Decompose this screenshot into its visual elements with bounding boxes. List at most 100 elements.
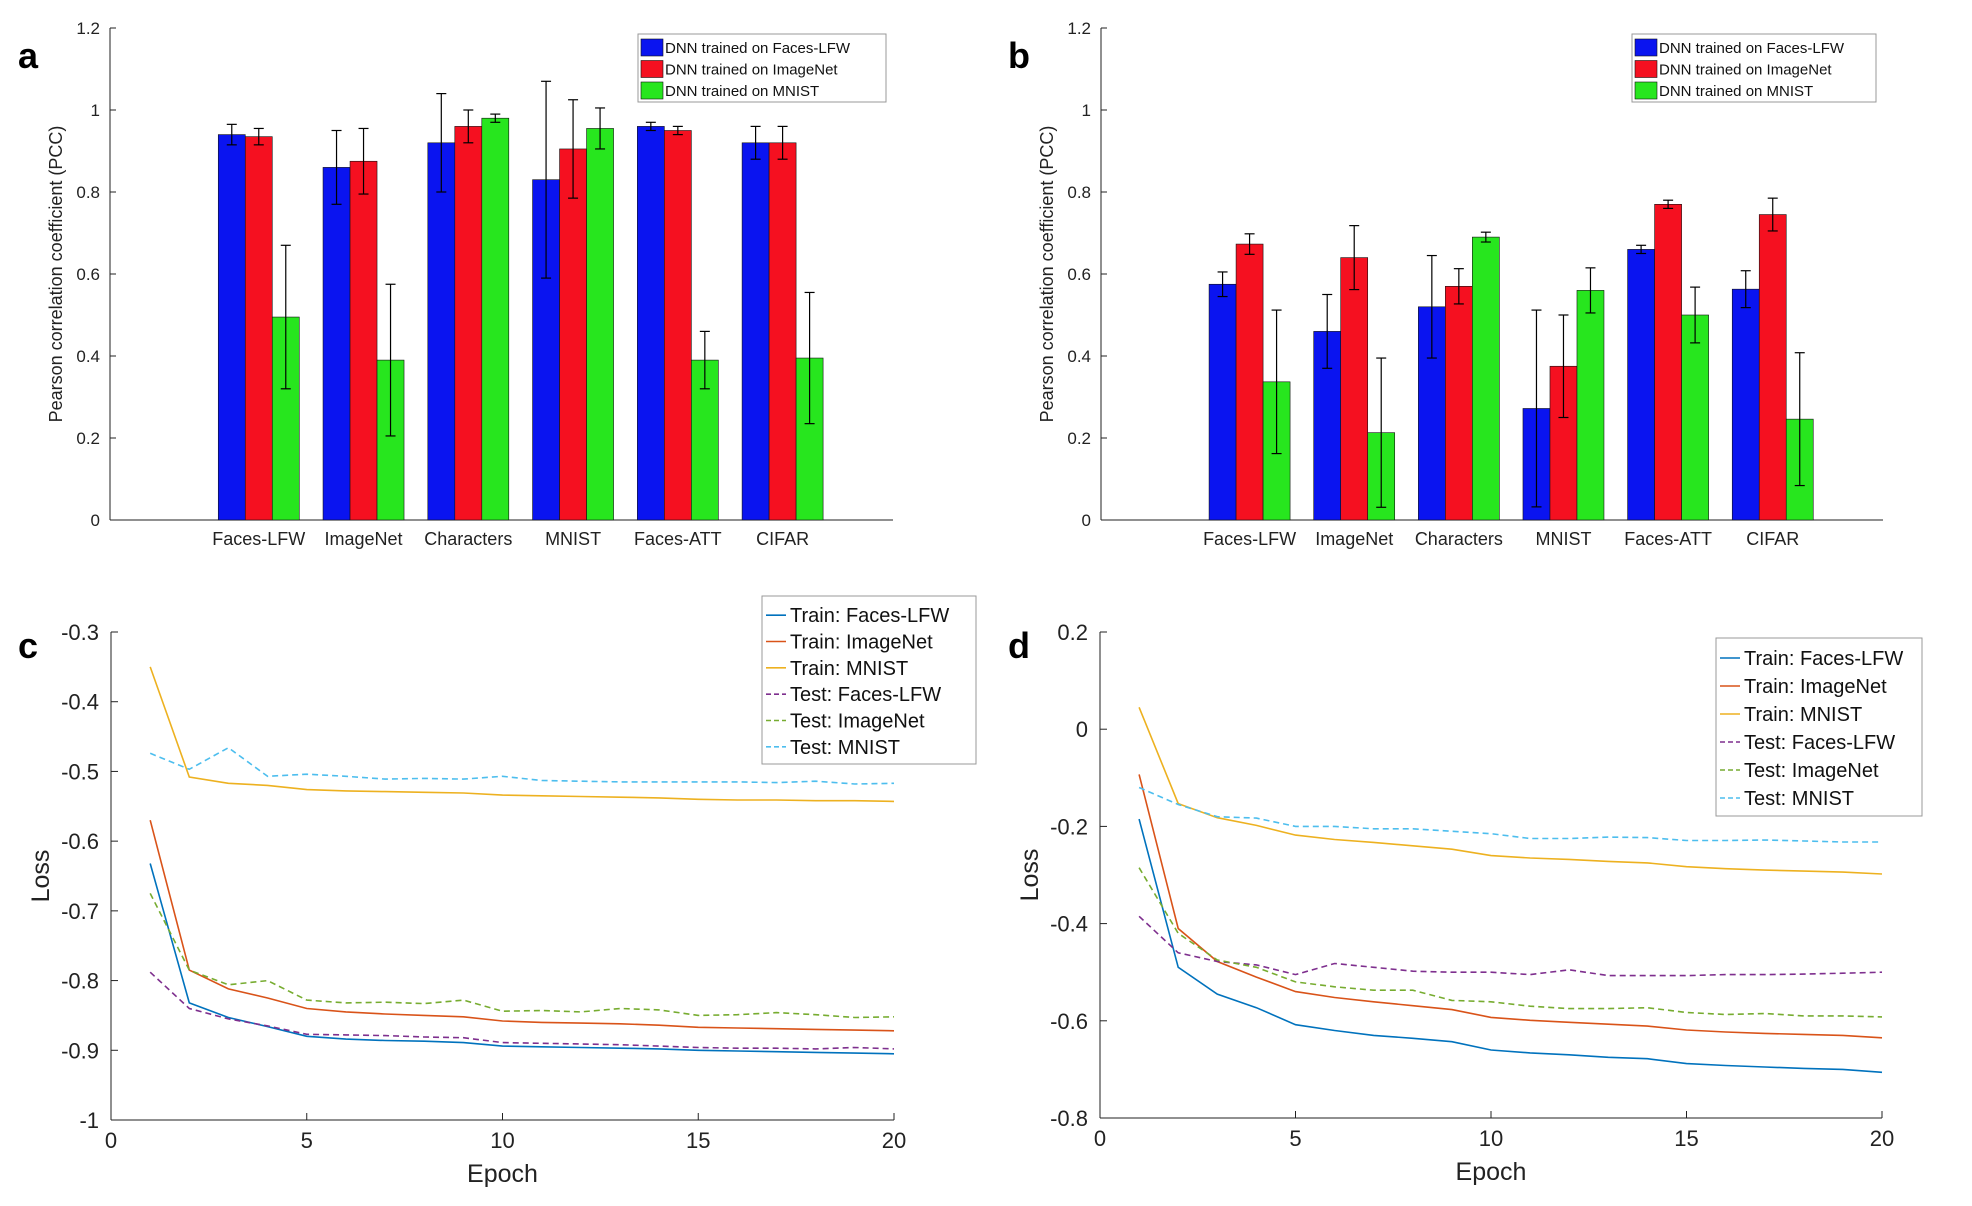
- y-tick-label: 0.8: [76, 183, 100, 202]
- legend-label: Train: ImageNet: [790, 632, 933, 654]
- y-axis-label: Loss: [1016, 849, 1044, 902]
- y-tick-label: -0.8: [61, 969, 99, 994]
- panel-label: b: [1008, 35, 1030, 76]
- y-tick-label: -0.4: [61, 690, 99, 715]
- bar: [1758, 214, 1787, 521]
- x-tick-label: Characters: [424, 529, 512, 549]
- bar: [1731, 288, 1760, 521]
- x-tick-label: Faces-LFW: [212, 529, 305, 549]
- legend-label: Train: MNIST: [1744, 704, 1862, 726]
- bar: [1235, 243, 1264, 521]
- x-tick-label: Faces-ATT: [1624, 529, 1712, 549]
- bar: [768, 142, 797, 521]
- legend-label: Train: Faces-LFW: [1744, 648, 1903, 670]
- series-line: [1138, 774, 1883, 1039]
- x-tick-label: ImageNet: [325, 529, 403, 549]
- bar: [1340, 257, 1369, 521]
- bar: [637, 126, 665, 521]
- series-line: [149, 746, 895, 785]
- series-line: [149, 971, 895, 1050]
- bar: [244, 136, 273, 521]
- bar: [427, 142, 456, 521]
- bar: [217, 134, 246, 521]
- y-tick-label: 0.4: [1067, 347, 1091, 366]
- bar: [559, 148, 587, 521]
- legend-label: Test: ImageNet: [1744, 760, 1879, 782]
- legend-label: Train: Faces-LFW: [790, 605, 949, 627]
- chart-panel-c: -1 -0.9 -0.8 -0.7 -0.6 -0.5 -0.4 -0.3 0 5 10 15 20 Ep…: [27, 595, 977, 1188]
- bar: [1445, 285, 1473, 521]
- y-tick-label: -0.4: [1050, 912, 1088, 937]
- y-tick-label: 0.8: [1067, 183, 1091, 202]
- bar: [349, 160, 378, 521]
- bar: [322, 167, 351, 521]
- y-tick-label: -0.6: [61, 829, 99, 854]
- legend-label: DNN trained on MNIST: [1659, 83, 1813, 100]
- y-axis-label: Loss: [27, 850, 55, 903]
- legend-label: Test: ImageNet: [790, 711, 925, 733]
- bar: [1208, 283, 1237, 521]
- legend-label: DNN trained on ImageNet: [665, 62, 838, 79]
- y-axis-label: Pearson correlation coefficient (PCC): [1037, 126, 1057, 423]
- x-tick-label: 10: [490, 1128, 514, 1153]
- y-tick-label: 0: [1082, 511, 1091, 530]
- y-tick-label: 1.2: [1067, 19, 1091, 38]
- y-tick-label: 0.6: [76, 265, 100, 284]
- series-line: [149, 819, 895, 1032]
- legend-swatch: [640, 60, 664, 78]
- legend-label: DNN trained on Faces-LFW: [1659, 40, 1845, 57]
- bar: [1681, 314, 1709, 521]
- series-line: [1138, 867, 1883, 1018]
- legend-swatch: [640, 81, 664, 100]
- x-tick-label: Faces-ATT: [634, 529, 722, 549]
- x-tick-label: MNIST: [545, 529, 601, 549]
- y-tick-label: 0: [1076, 717, 1088, 742]
- bar: [586, 128, 614, 521]
- legend-label: Train: ImageNet: [1744, 676, 1887, 698]
- bar: [1627, 249, 1655, 521]
- x-tick-label: 15: [1674, 1126, 1698, 1151]
- y-tick-label: 1.2: [76, 19, 100, 38]
- panel-label: c: [18, 625, 38, 666]
- legend-label: Test: MNIST: [790, 737, 900, 759]
- chart-panel-b: 0 0.2 0.4 0.6 0.8 1 1.2 Pearson correlation coe…: [1037, 19, 1883, 549]
- series-line: [1138, 818, 1883, 1074]
- y-tick-label: 0.6: [1067, 265, 1091, 284]
- y-tick-label: 0: [91, 511, 100, 530]
- y-tick-label: 1: [1082, 101, 1091, 120]
- y-tick-label: -0.9: [61, 1038, 99, 1063]
- y-tick-label: -0.2: [1050, 814, 1088, 839]
- legend-box: [637, 33, 887, 103]
- bar: [1654, 204, 1682, 521]
- y-tick-label: -0.5: [61, 759, 99, 784]
- x-axis-label: Epoch: [467, 1160, 538, 1188]
- series-line: [149, 666, 895, 803]
- y-tick-label: 1: [91, 101, 100, 120]
- y-tick-label: -0.6: [1050, 1009, 1088, 1034]
- legend-label: DNN trained on Faces-LFW: [665, 40, 851, 57]
- x-tick-label: 20: [1870, 1126, 1894, 1151]
- x-tick-label: 5: [301, 1128, 313, 1153]
- bar: [1576, 290, 1605, 521]
- x-tick-label: Faces-LFW: [1203, 529, 1296, 549]
- y-tick-label: -0.7: [61, 899, 99, 924]
- bar: [1418, 306, 1446, 521]
- x-tick-label: 15: [686, 1128, 710, 1153]
- legend-swatch: [640, 38, 664, 57]
- legend-label: Test: Faces-LFW: [790, 684, 941, 706]
- y-tick-label: 0.2: [76, 429, 100, 448]
- legend-label: Test: MNIST: [1744, 788, 1854, 810]
- y-tick-label: -0.3: [61, 620, 99, 645]
- bar: [741, 142, 770, 521]
- series-line: [1138, 706, 1883, 875]
- series-line: [1138, 915, 1883, 977]
- x-axis-label: Epoch: [1456, 1158, 1527, 1186]
- bar: [1472, 236, 1500, 521]
- chart-panel-a: 0 0.2 0.4 0.6 0.8 1 1.2 Pearson correlation coe…: [46, 19, 893, 549]
- panel-label: a: [18, 35, 39, 76]
- series-line: [149, 863, 895, 1055]
- chart-panel-d: -0.8 -0.6 -0.4 -0.2 0 0.2 0 5 10 15 20 Epoch Loss Tra…: [1016, 620, 1923, 1186]
- legend-box: [1631, 33, 1877, 103]
